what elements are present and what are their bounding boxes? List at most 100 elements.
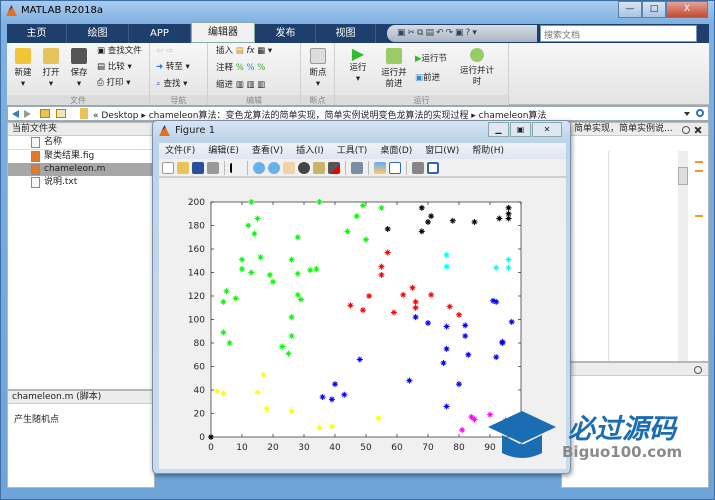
- tab-editor[interactable]: 编辑器: [191, 22, 255, 43]
- find-button[interactable]: ⌕ 查找 ▾: [156, 79, 188, 89]
- current-path[interactable]: « Desktop ▸ chameleon算法：变色龙算法的简单实现，简单实例说…: [93, 111, 547, 121]
- back-arrow-icon[interactable]: [12, 110, 19, 118]
- data-point: [378, 263, 385, 270]
- address-bar[interactable]: « Desktop ▸ chameleon算法：变色龙算法的简单实现，简单实例说…: [7, 106, 709, 121]
- x-tick-label: 60: [391, 443, 403, 453]
- data-point: [471, 416, 478, 423]
- warning-marker[interactable]: [695, 161, 703, 163]
- forward-arrow-icon[interactable]: [24, 110, 31, 118]
- pointer-icon[interactable]: [230, 162, 242, 173]
- legend-icon[interactable]: [389, 161, 401, 174]
- figure-close-button[interactable]: ✕: [532, 122, 562, 137]
- indent-button[interactable]: 缩进 ▥ ▥ ▥: [216, 80, 266, 90]
- data-point: [341, 391, 348, 398]
- breakpoints-button[interactable]: 断点 ▾: [307, 48, 329, 90]
- file-item[interactable]: 说明.txt: [8, 176, 154, 189]
- run-section-button[interactable]: ▶运行节: [415, 54, 448, 64]
- path-dropdown-icon[interactable]: [684, 112, 690, 116]
- editor-scrollbar[interactable]: [678, 151, 688, 361]
- find-files-button[interactable]: ▣ 查找文件: [97, 46, 142, 56]
- warning-marker[interactable]: [695, 170, 703, 172]
- data-point: [297, 296, 304, 303]
- file-item[interactable]: 聚类结果.fig: [8, 150, 154, 163]
- figure-toolbar: [159, 159, 566, 177]
- menu-window[interactable]: 窗口(W): [425, 146, 460, 156]
- save-button[interactable]: 保存 ▾: [67, 48, 91, 90]
- show-plot-tools-icon[interactable]: [427, 161, 439, 174]
- hide-plot-tools-icon[interactable]: [412, 161, 424, 174]
- insert-button[interactable]: 插入 ▤ fx ▦ ▾: [216, 46, 273, 56]
- comment-button[interactable]: 注释 % % %: [216, 63, 266, 73]
- run-advance-button[interactable]: 运行并前进: [379, 48, 409, 90]
- open-button[interactable]: 打开 ▾: [39, 48, 63, 90]
- warning-marker[interactable]: [695, 215, 703, 217]
- data-point: [425, 218, 431, 225]
- menu-tools[interactable]: 工具(T): [336, 146, 368, 156]
- data-point: [375, 415, 382, 422]
- data-point: [456, 311, 462, 318]
- tab-home[interactable]: 主页: [7, 24, 67, 43]
- data-point: [449, 217, 456, 224]
- data-point: [307, 267, 314, 274]
- data-point: [505, 264, 512, 271]
- data-cursor-icon[interactable]: [313, 161, 325, 174]
- up-folder-icon[interactable]: [40, 109, 50, 118]
- name-column-header[interactable]: 名称: [8, 136, 154, 150]
- data-point: [499, 340, 506, 346]
- open-icon[interactable]: [177, 161, 189, 174]
- file-item[interactable]: chameleon.m: [8, 163, 154, 176]
- scatter-plot[interactable]: 0102030405060708090100020406080100120140…: [159, 178, 566, 469]
- current-folder-panel: 当前文件夹 名称 聚类结果.fig chameleon.m 说明.txt: [7, 122, 155, 390]
- maximize-button[interactable]: □: [642, 1, 666, 18]
- group-label: 导航: [150, 95, 207, 105]
- advance-button[interactable]: ▣前进: [415, 73, 441, 83]
- menu-view[interactable]: 查看(V): [251, 146, 284, 156]
- run-time-button[interactable]: 运行并计时: [457, 48, 497, 88]
- tab-publish[interactable]: 发布: [256, 24, 316, 43]
- editor-tab-title[interactable]: 简单实现，简单实例说...: [562, 123, 708, 136]
- compare-button[interactable]: ▤ 比较 ▾: [97, 62, 132, 72]
- figure-minimize-button[interactable]: ▁: [488, 122, 509, 137]
- brush-icon[interactable]: [328, 161, 340, 174]
- data-point: [226, 340, 233, 346]
- panel-menu-icon[interactable]: [682, 126, 690, 134]
- figure-maximize-button[interactable]: ▣: [510, 122, 531, 137]
- rotate-icon[interactable]: [298, 161, 310, 174]
- data-point: [443, 323, 450, 330]
- search-path-icon[interactable]: [696, 109, 704, 117]
- colorbar-icon[interactable]: [374, 161, 386, 174]
- data-point: [254, 215, 261, 222]
- tab-apps[interactable]: APP: [129, 24, 191, 43]
- data-point: [359, 202, 366, 209]
- print-button[interactable]: ⎙ 打印 ▾: [97, 78, 131, 88]
- data-point: [313, 265, 320, 272]
- goto-button[interactable]: ➜ 转至 ▾: [156, 62, 190, 72]
- new-button[interactable]: 新建 ▾: [11, 48, 35, 90]
- search-docs-input[interactable]: 搜索文档: [540, 25, 697, 42]
- data-point: [471, 218, 478, 225]
- y-tick-label: 200: [188, 198, 205, 208]
- back-forward-buttons[interactable]: ⇦ ⇨: [156, 46, 173, 56]
- quick-access-toolbar[interactable]: ▣✂⧉▤↶↷▣?▾: [387, 25, 537, 42]
- close-button[interactable]: X: [666, 1, 708, 18]
- data-point: [319, 394, 326, 401]
- menu-insert[interactable]: 插入(I): [296, 146, 324, 156]
- save-icon[interactable]: [192, 161, 204, 174]
- menu-file[interactable]: 文件(F): [165, 146, 196, 156]
- zoom-out-icon[interactable]: [268, 161, 280, 174]
- tab-view[interactable]: 视图: [316, 24, 376, 43]
- tab-plots[interactable]: 绘图: [67, 24, 129, 43]
- link-plot-icon[interactable]: [351, 161, 363, 174]
- data-point: [332, 381, 338, 388]
- run-button[interactable]: ▶ 运行 ▾: [349, 44, 367, 85]
- panel-menu-icon[interactable]: [694, 366, 702, 374]
- menu-desktop[interactable]: 桌面(D): [380, 146, 413, 156]
- menu-edit[interactable]: 编辑(E): [208, 146, 239, 156]
- menu-help[interactable]: 帮助(H): [472, 146, 504, 156]
- zoom-in-icon[interactable]: [253, 161, 265, 174]
- browse-folder-icon[interactable]: [56, 109, 66, 118]
- pan-icon[interactable]: [283, 161, 295, 174]
- minimize-button[interactable]: —: [618, 1, 642, 18]
- new-figure-icon[interactable]: [162, 161, 174, 174]
- print-icon[interactable]: [207, 161, 219, 174]
